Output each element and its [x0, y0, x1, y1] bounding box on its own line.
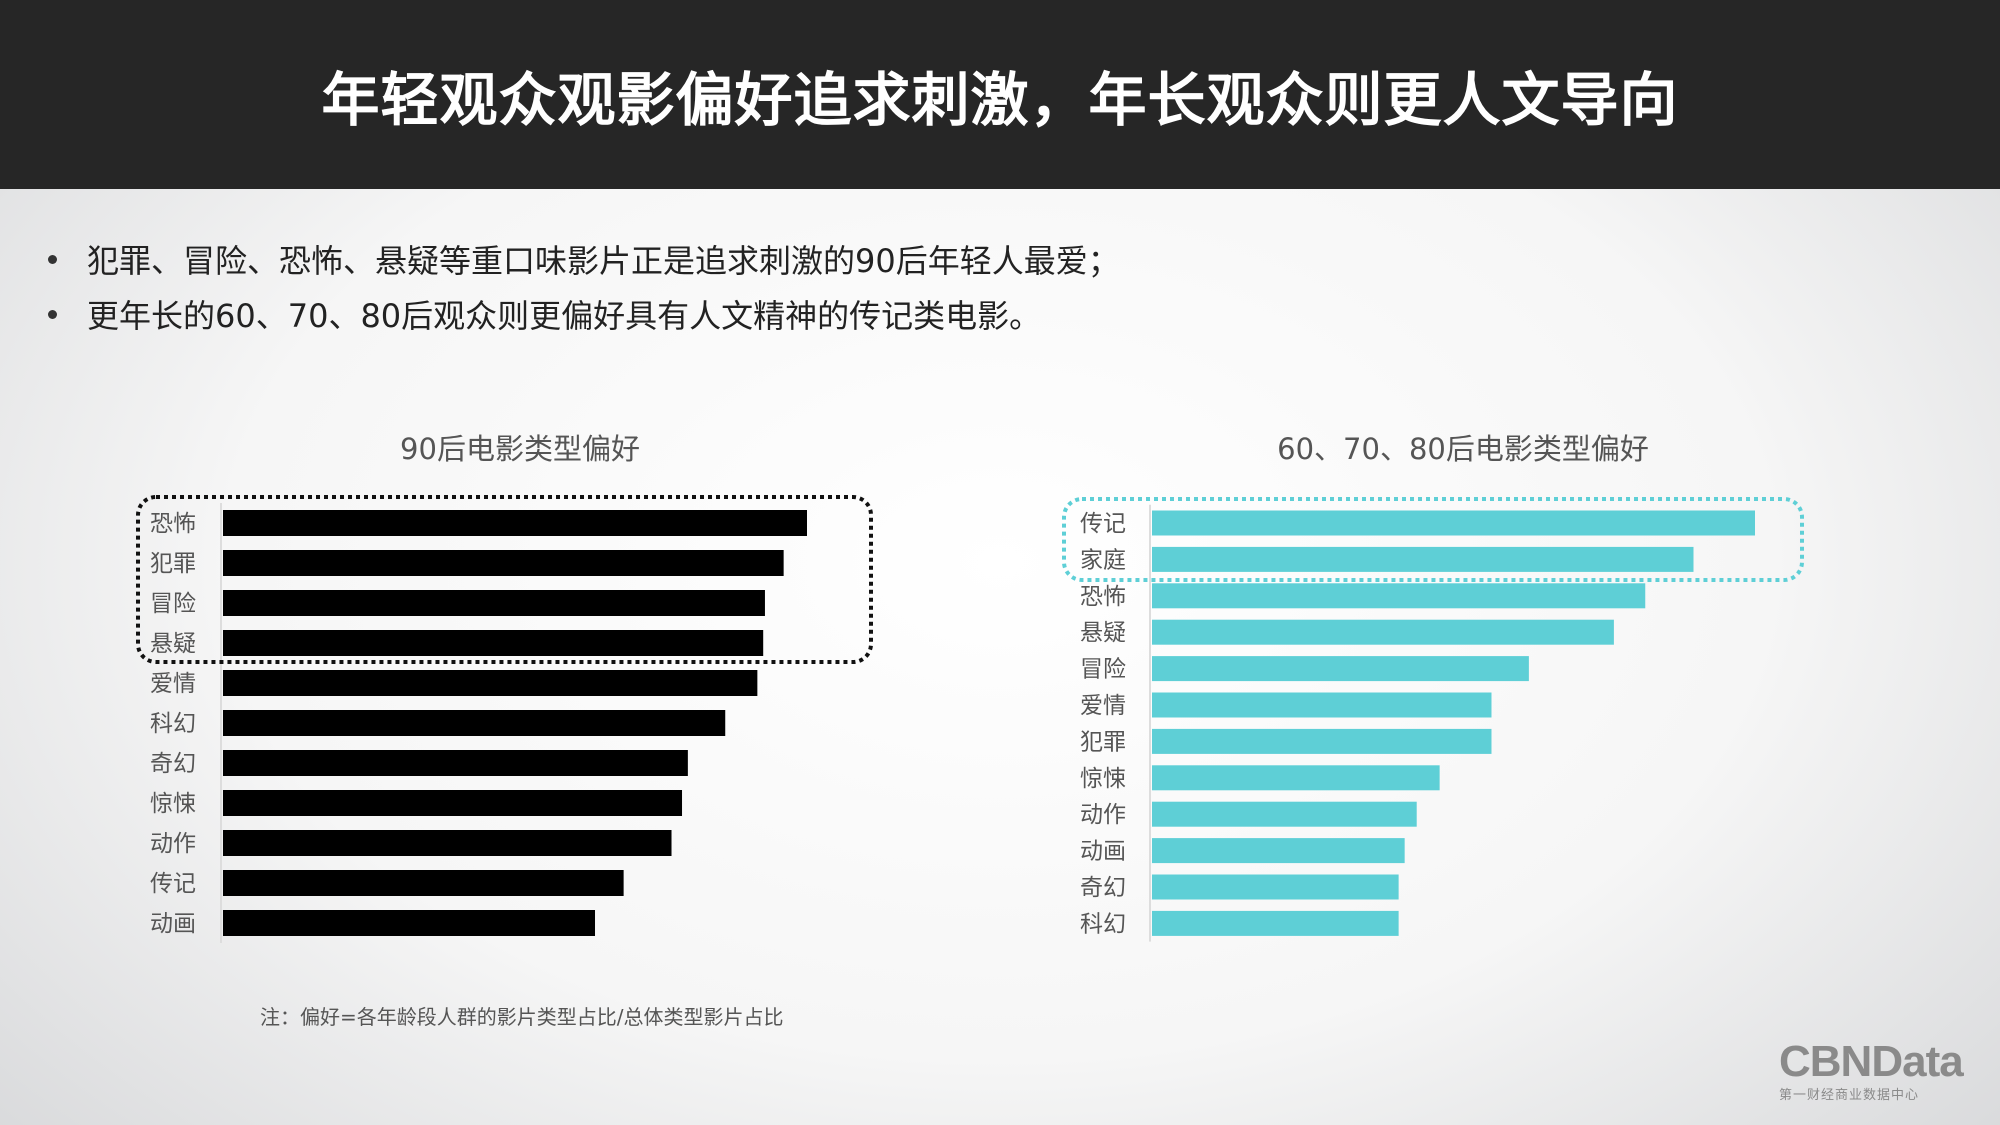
bar-恐怖	[1152, 583, 1646, 609]
bar-冒险	[1152, 656, 1529, 682]
category-label: 家庭	[1080, 547, 1126, 573]
category-label: 传记	[150, 871, 196, 897]
bar-传记	[223, 870, 624, 896]
category-label: 科幻	[1080, 911, 1126, 937]
category-label: 冒险	[1080, 657, 1126, 683]
bar-动作	[1152, 801, 1417, 827]
bar-犯罪	[223, 550, 784, 576]
bar-奇幻	[223, 750, 688, 776]
category-label: 悬疑	[1080, 620, 1126, 646]
category-label: 冒险	[150, 591, 196, 617]
bar-犯罪	[1152, 728, 1492, 754]
category-label: 传记	[1080, 511, 1126, 537]
category-label: 犯罪	[1080, 729, 1126, 755]
bar-惊悚	[223, 790, 683, 816]
bar-传记	[1152, 510, 1755, 536]
bullet-dot-icon	[48, 254, 57, 264]
category-label: 奇幻	[150, 751, 196, 777]
bar-恐怖	[223, 510, 807, 536]
bar-动作	[223, 830, 672, 856]
category-label: 动画	[1080, 839, 1126, 865]
header-bar: 年轻观众观影偏好追求刺激，年长观众则更人文导向	[0, 0, 2000, 189]
bar-悬疑	[1152, 619, 1614, 645]
category-label: 动画	[150, 911, 196, 937]
right-chart-title: 60、70、80后电影类型偏好	[1277, 432, 1649, 466]
category-label: 科幻	[150, 711, 196, 737]
bar-奇幻	[1152, 874, 1399, 900]
bullet-text: 更年长的60、70、80后观众则更偏好具有人文精神的传记类电影。	[87, 297, 1042, 335]
category-label: 奇幻	[1080, 875, 1126, 901]
logo-subtitle: 第一财经商业数据中心	[1779, 1088, 1920, 1103]
category-label: 动作	[1080, 802, 1126, 828]
category-label: 恐怖	[150, 511, 196, 537]
page-title: 年轻观众观影偏好追求刺激，年长观众则更人文导向	[321, 65, 1679, 134]
category-label: 爱情	[1080, 693, 1126, 719]
footnote: 注：偏好=各年龄段人群的影片类型占比/总体类型影片占比	[260, 1005, 784, 1029]
bar-冒险	[223, 590, 765, 616]
logo-name: CBNData	[1779, 1037, 1964, 1086]
bar-爱情	[1152, 692, 1492, 718]
bar-动画	[223, 910, 596, 936]
bullet-text: 犯罪、冒险、恐怖、悬疑等重口味影片正是追求刺激的90后年轻人最爱；	[87, 242, 1120, 280]
category-label: 恐怖	[1080, 584, 1126, 610]
bullet-dot-icon	[48, 309, 57, 319]
highlight-box	[1062, 497, 1804, 582]
bar-爱情	[223, 670, 758, 696]
category-label: 动作	[150, 831, 196, 857]
bar-惊悚	[1152, 765, 1440, 791]
bar-悬疑	[223, 630, 764, 656]
bar-科幻	[1152, 910, 1399, 936]
category-label: 犯罪	[150, 551, 196, 577]
bullet-item: 犯罪、冒险、恐怖、悬疑等重口味影片正是追求刺激的90后年轻人最爱；	[48, 236, 1120, 282]
cbndata-logo: CBNData 第一财经商业数据中心	[1779, 1037, 1964, 1104]
bar-家庭	[1152, 546, 1694, 572]
category-label: 悬疑	[150, 631, 196, 657]
bar-动画	[1152, 838, 1405, 864]
bullet-item: 更年长的60、70、80后观众则更偏好具有人文精神的传记类电影。	[48, 291, 1041, 337]
category-label: 惊悚	[150, 791, 196, 817]
category-label: 惊悚	[1080, 766, 1126, 792]
category-label: 爱情	[150, 671, 196, 697]
bar-科幻	[223, 710, 726, 736]
left-chart-title: 90后电影类型偏好	[400, 432, 640, 466]
